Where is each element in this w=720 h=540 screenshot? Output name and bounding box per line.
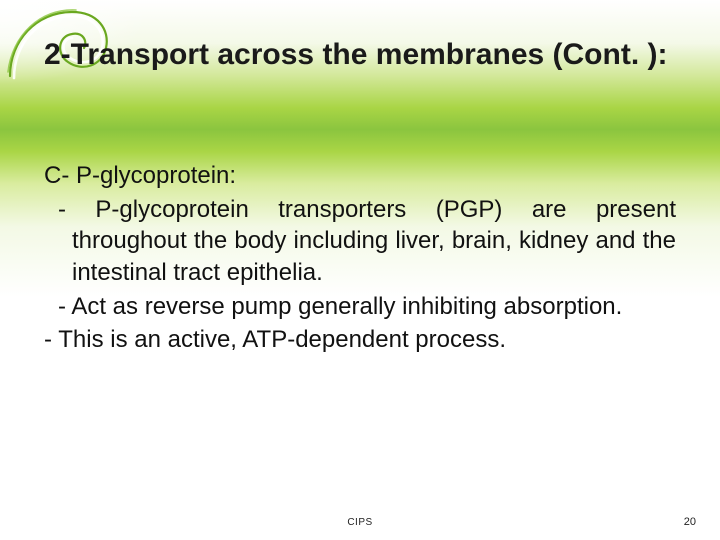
body-block: C- P-glycoprotein: - P-glycoprotein tran… bbox=[44, 160, 676, 358]
subheading: C- P-glycoprotein: bbox=[44, 160, 676, 192]
slide: 2-Transport across the membranes (Cont. … bbox=[0, 0, 720, 540]
slide-title: 2-Transport across the membranes (Cont. … bbox=[44, 36, 676, 74]
bullet-2: - Act as reverse pump generally inhibiti… bbox=[44, 291, 676, 323]
page-number: 20 bbox=[684, 516, 696, 528]
footer-center: CIPS bbox=[0, 517, 720, 528]
bullet-1: - P-glycoprotein transporters (PGP) are … bbox=[44, 194, 676, 289]
bullet-3: - This is an active, ATP-dependent proce… bbox=[44, 324, 676, 356]
title-block: 2-Transport across the membranes (Cont. … bbox=[44, 36, 676, 74]
